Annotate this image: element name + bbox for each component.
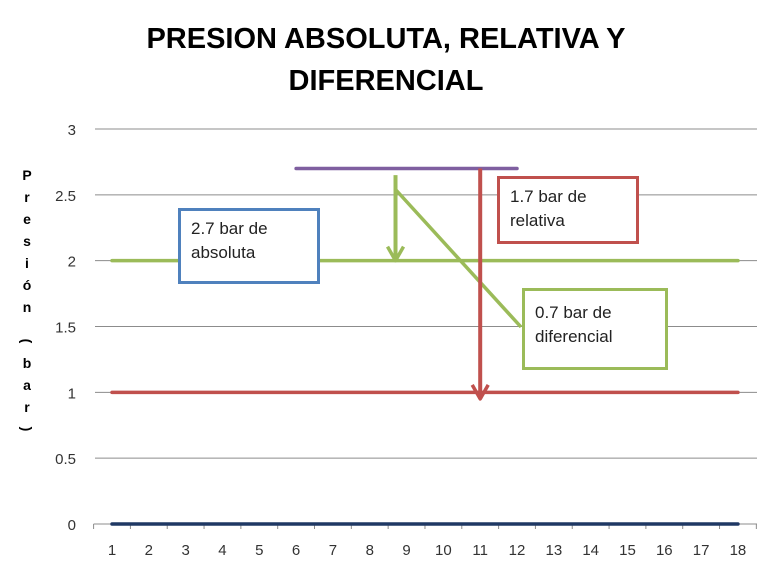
x-tick-label: 7 [329, 542, 337, 559]
arrow-head-2 [470, 384, 490, 401]
y-axis-label-letter: r [24, 399, 30, 415]
x-tick-label: 10 [435, 542, 452, 559]
y-tick-label: 2.5 [55, 188, 76, 205]
x-tick-label: 13 [545, 542, 562, 559]
annotation-relativa-line-2: relativa [510, 211, 565, 230]
chart-title-line-2: DIFERENCIAL [288, 65, 484, 97]
y-tick-label: 0.5 [55, 451, 76, 468]
x-tick-label: 16 [656, 542, 673, 559]
x-tick-label: 12 [509, 542, 526, 559]
x-tick-label: 2 [145, 542, 153, 559]
x-tick-label: 5 [255, 542, 263, 559]
y-axis-label-letter: a [23, 377, 31, 393]
x-tick-label: 15 [619, 542, 636, 559]
annotation-absoluta-line-1: 2.7 bar de [191, 219, 268, 238]
annotation-diferencial-line-2: diferencial [535, 327, 613, 346]
x-tick-label: 18 [730, 542, 747, 559]
x-tick-label: 6 [292, 542, 300, 559]
x-tick-label: 14 [582, 542, 599, 559]
chart-title-line-1: PRESION ABSOLUTA, RELATIVA Y [146, 23, 626, 55]
y-axis-label-letter: P [22, 167, 32, 183]
x-tick-label: 17 [693, 542, 710, 559]
y-tick-label: 0 [68, 517, 76, 534]
y-tick-label: 1 [68, 385, 76, 402]
diferencial-connector-line [394, 188, 523, 329]
y-tick-label: 1.5 [55, 320, 76, 337]
annotation-diferencial: 0.7 bar de diferencial [522, 288, 668, 370]
annotation-absoluta: 2.7 bar de absoluta [178, 208, 320, 284]
y-axis-label-letter: r [24, 189, 30, 205]
annotation-relativa-line-1: 1.7 bar de [510, 187, 587, 206]
chart-title: PRESION ABSOLUTA, RELATIVA Y DIFERENCIAL [0, 18, 772, 102]
x-tick-label: 4 [218, 542, 226, 559]
annotation-relativa: 1.7 bar de relativa [497, 176, 639, 244]
x-tick-label: 8 [366, 542, 374, 559]
y-axis-label-letter: n [22, 299, 32, 315]
y-tick-label: 2 [68, 254, 76, 271]
annotation-diferencial-line-1: 0.7 bar de [535, 303, 612, 322]
x-tick-label: 11 [472, 542, 488, 559]
x-tick-label: 3 [181, 542, 189, 559]
x-tick-label: 1 [108, 542, 116, 559]
annotation-absoluta-line-2: absoluta [191, 243, 256, 262]
x-tick-label: 9 [402, 542, 410, 559]
y-axis-label-letter: s [23, 233, 31, 249]
y-axis-label-letter: e [23, 211, 31, 227]
arrow-head-1 [385, 245, 406, 263]
y-axis-label-letter: i [25, 255, 29, 271]
y-axis-label-letter: ó [22, 277, 32, 293]
y-axis-label-letter: b [22, 355, 32, 371]
y-tick-label: 3 [68, 122, 76, 139]
